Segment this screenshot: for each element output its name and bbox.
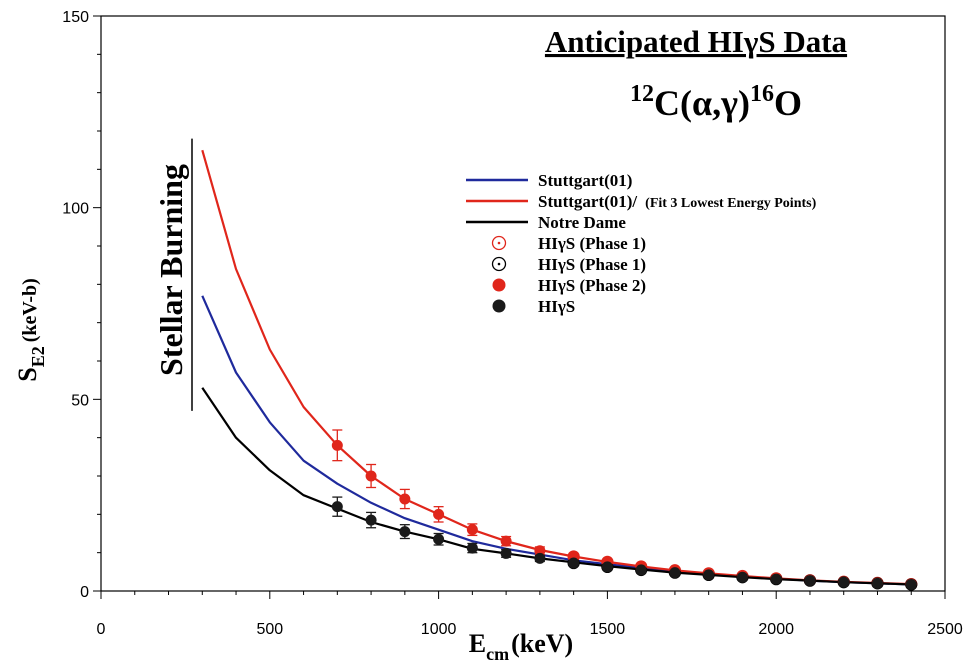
y-axis-label-main: S [13, 367, 42, 381]
legend-label-text: Stuttgart(01) [538, 171, 632, 190]
subtitle-mass-16: 16 [750, 81, 774, 107]
x-axis-label-main: E [469, 629, 486, 658]
legend-label: HIγS (Phase 2) [538, 276, 646, 295]
data-point [635, 564, 647, 576]
series-higs [331, 496, 917, 590]
y-axis-label-sub: E2 [28, 346, 48, 367]
data-point [905, 578, 917, 590]
stellar-burning-label: Stellar Burning [153, 164, 189, 376]
legend-label: Notre Dame [538, 213, 626, 232]
legend-label: HIγS (Phase 1) [538, 234, 646, 253]
legend-label-text: HIγS (Phase 1) [538, 234, 646, 253]
data-point [466, 542, 478, 554]
data-point [399, 493, 411, 505]
legend-label-text: HIγS (Phase 1) [538, 255, 646, 274]
x-tick-label: 500 [256, 621, 283, 638]
legend-label-note: (Fit 3 Lowest Energy Points) [645, 196, 816, 211]
y-tick-label: 150 [62, 9, 89, 26]
annotation-layer: Stellar Burning [153, 138, 193, 411]
legend: Stuttgart(01) Stuttgart(01)/ (Fit 3 Lowest… [466, 171, 817, 316]
data-point [669, 567, 681, 579]
title-layer: Anticipated HIγS Data 12C(α,γ)16O [545, 24, 848, 123]
data-point [466, 524, 478, 536]
data-point [871, 577, 883, 589]
x-tick-label: 0 [97, 621, 106, 638]
legend-swatch-dot [497, 262, 501, 266]
subtitle-mass-12: 12 [630, 81, 654, 107]
data-point [399, 526, 411, 538]
subtitle-element: O [774, 83, 802, 123]
data-point [601, 561, 613, 573]
data-point [365, 470, 377, 482]
legend-label: HIγS [538, 297, 575, 316]
data-point [331, 501, 343, 513]
legend-swatch [492, 299, 506, 313]
y-axis-label: SE2 (keV-b) [13, 278, 48, 382]
y-tick-label: 100 [62, 201, 89, 218]
x-axis-label-unit: (keV) [511, 629, 573, 658]
legend-label-text: HIγS [538, 297, 575, 316]
legend-label-text: HIγS (Phase 2) [538, 276, 646, 295]
series-line [201, 295, 912, 586]
data-point [500, 535, 512, 547]
axis-ticks: 0 500 1000 1500 2000 2500 0 50 100 150 [62, 9, 963, 638]
y-tick-label: 50 [71, 392, 89, 409]
legend-swatch [492, 278, 506, 292]
legend-item: HIγS (Phase 2) [492, 276, 646, 295]
legend-item: Stuttgart(01) [466, 171, 632, 190]
data-point [433, 508, 445, 520]
chart-title: Anticipated HIγS Data [545, 24, 848, 59]
legend-item: HIγS (Phase 1) [491, 234, 646, 253]
chart-subtitle: 12C(α,γ)16O [630, 81, 802, 123]
legend-label-text: Stuttgart(01)/ [538, 192, 637, 211]
data-point [365, 514, 377, 526]
legend-label: Stuttgart(01) [538, 171, 632, 190]
plot-border [100, 15, 946, 592]
data-point [770, 573, 782, 585]
data-point [703, 569, 715, 581]
legend-label: HIγS (Phase 1) [538, 255, 646, 274]
y-axis-label-unit: (keV-b) [19, 278, 41, 342]
x-tick-label: 2500 [927, 621, 963, 638]
legend-item: HIγS (Phase 1) [491, 255, 646, 274]
series-line [201, 387, 912, 586]
data-point [568, 557, 580, 569]
x-axis-label-sub: cm [486, 644, 509, 664]
data-point [534, 552, 546, 564]
data-point [736, 571, 748, 583]
legend-swatch-dot [497, 241, 501, 245]
legend-item: Stuttgart(01)/ (Fit 3 Lowest Energy Point… [466, 192, 817, 211]
legend-item: HIγS [492, 297, 575, 316]
data-point [331, 439, 343, 451]
series-layer [201, 149, 918, 591]
x-tick-label: 2000 [758, 621, 794, 638]
subtitle-reaction: C(α,γ) [654, 83, 750, 123]
y-tick-label: 0 [80, 584, 89, 601]
plot-frame [100, 15, 946, 592]
data-point [838, 576, 850, 588]
data-point [433, 533, 445, 545]
x-tick-label: 1500 [590, 621, 626, 638]
x-axis-label: Ecm(keV) [469, 629, 573, 664]
legend-label-text: Notre Dame [538, 213, 626, 232]
data-point [804, 575, 816, 587]
axis-labels: Ecm(keV) SE2 (keV-b) [13, 278, 573, 664]
legend-label: Stuttgart(01)/ (Fit 3 Lowest Energy Point… [538, 192, 817, 211]
legend-item: Notre Dame [466, 213, 626, 232]
data-point [500, 547, 512, 559]
x-tick-label: 1000 [421, 621, 457, 638]
series-stuttgart [201, 295, 912, 586]
series-notre_dame [201, 387, 912, 586]
data-point [534, 545, 546, 557]
